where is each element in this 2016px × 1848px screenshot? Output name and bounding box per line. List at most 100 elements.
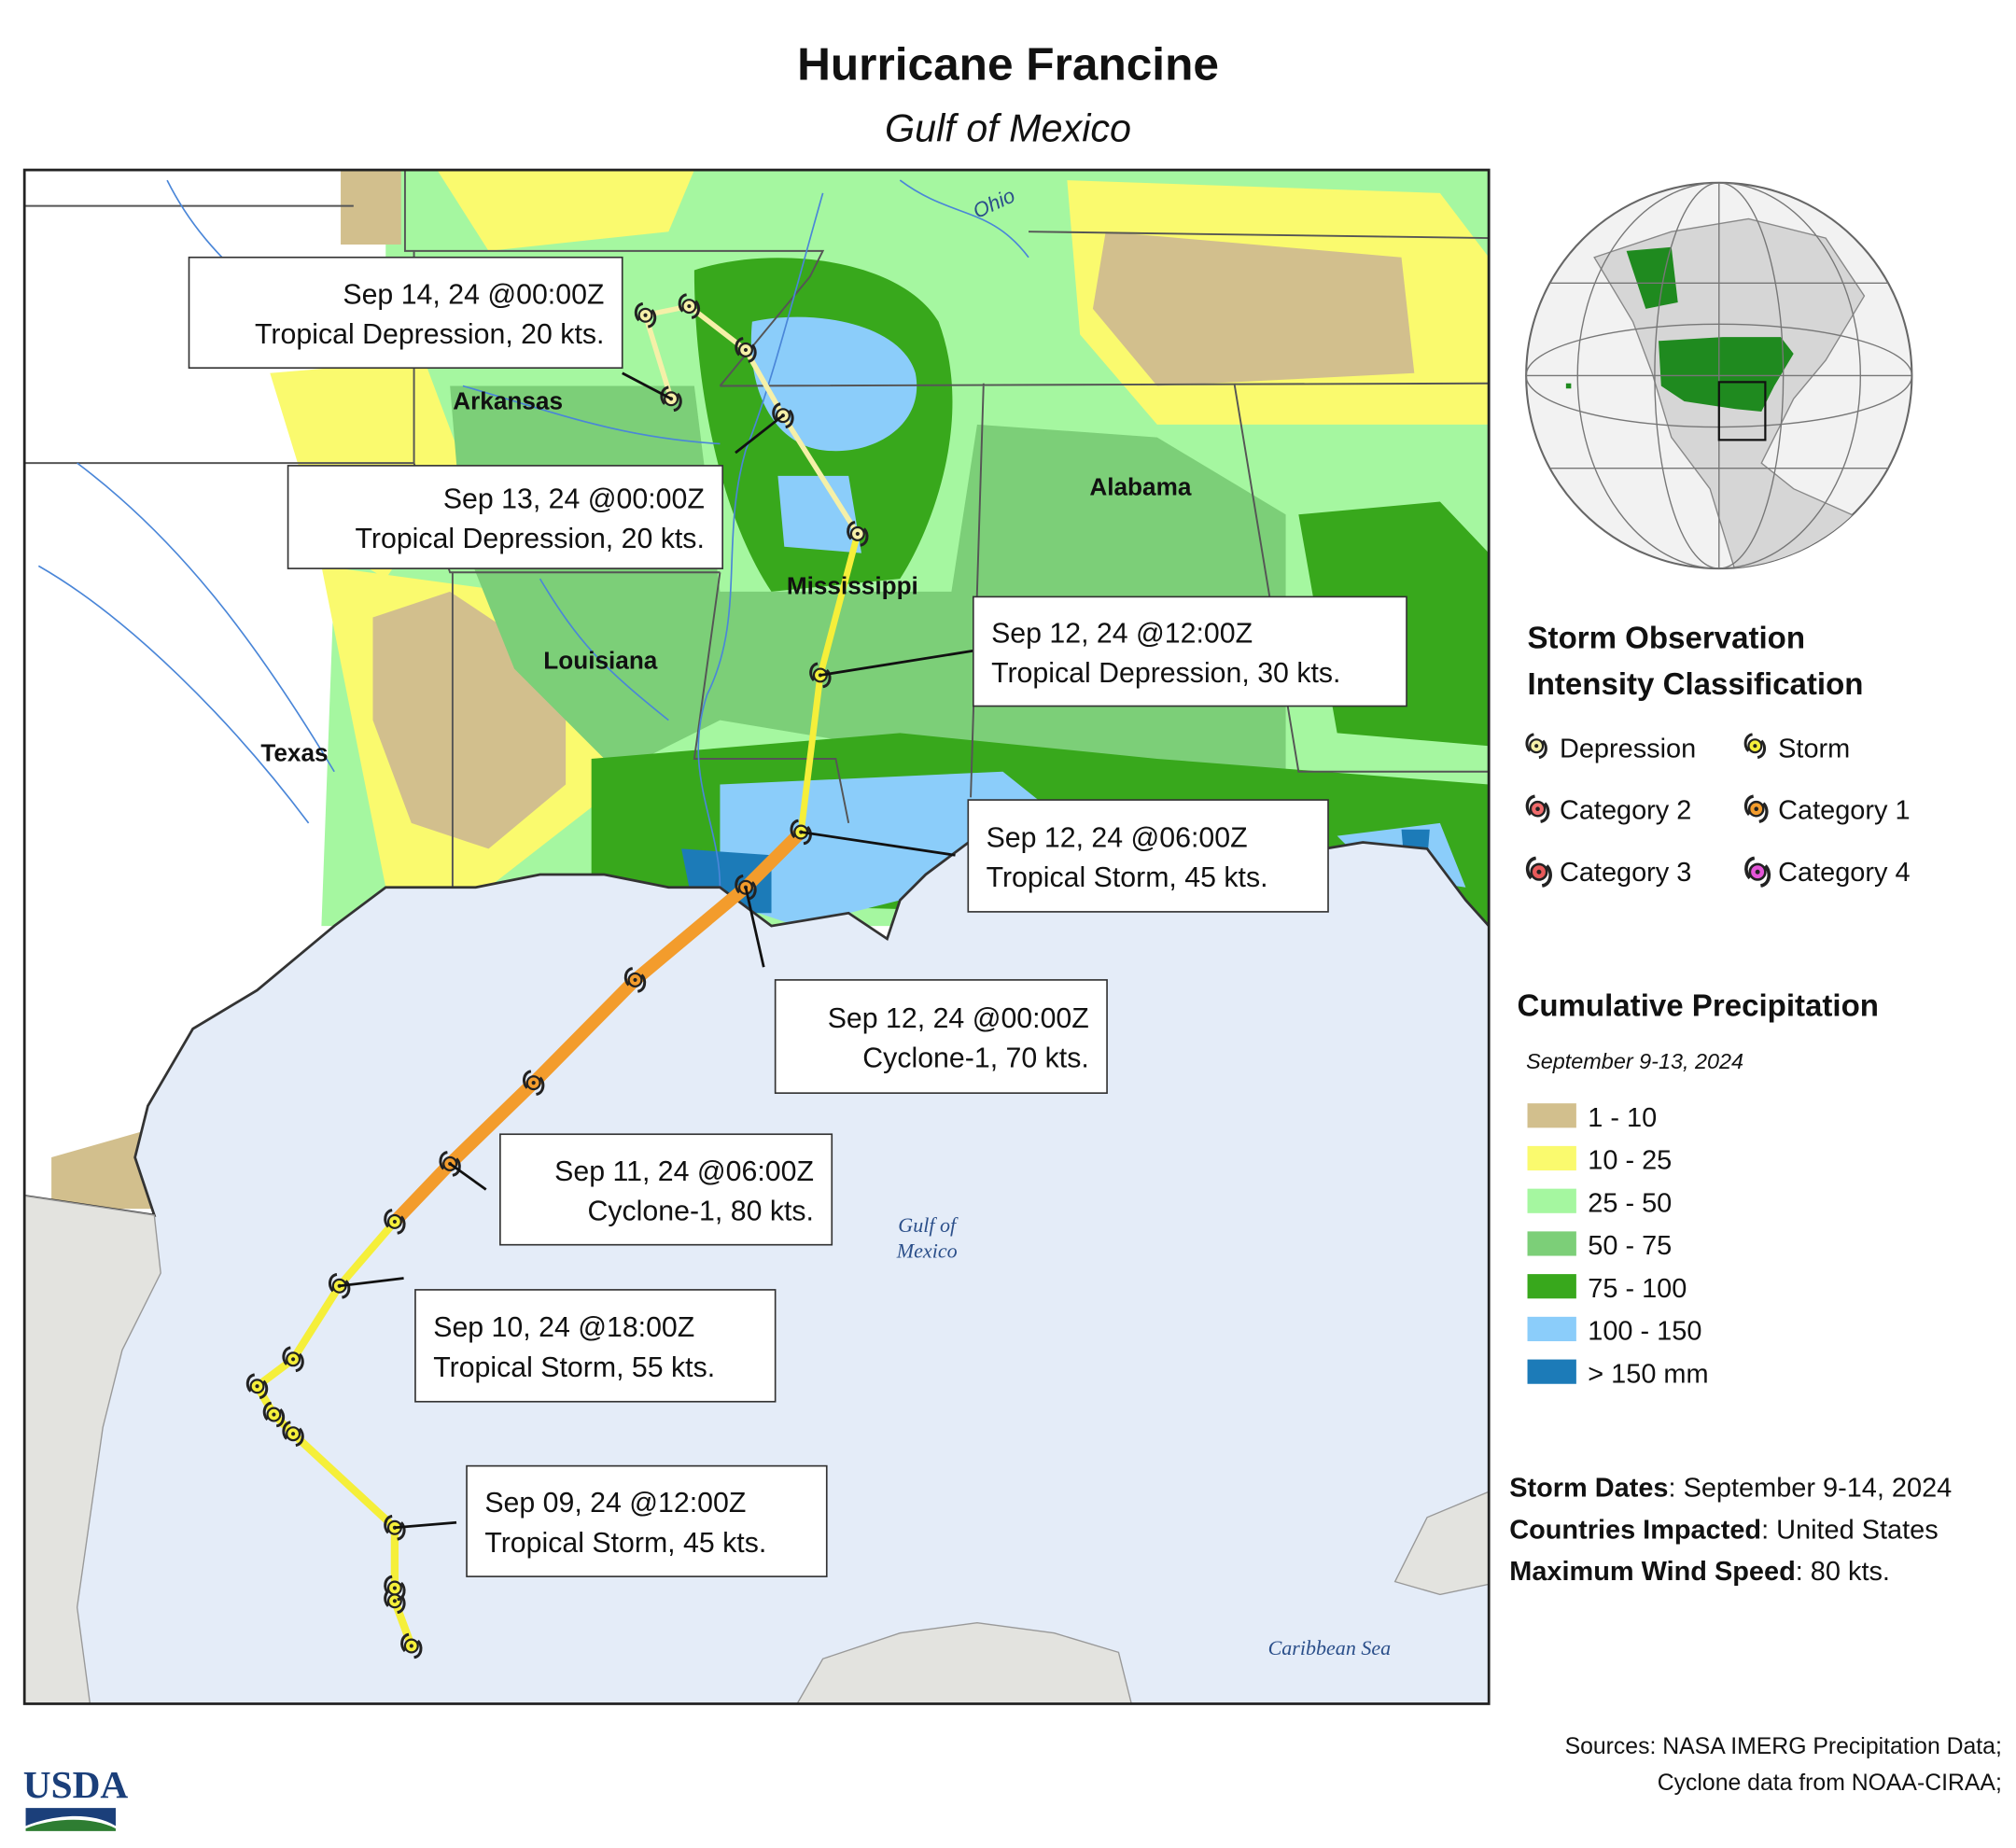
legend-label: Category 4 — [1778, 858, 1910, 888]
info-value: : 80 kts. — [1796, 1557, 1890, 1587]
info-key: Storm Dates — [1509, 1474, 1668, 1504]
annotation-date: Sep 12, 24 @06:00Z — [987, 822, 1248, 853]
cuba — [1393, 1491, 1490, 1596]
logo-text: USDA — [23, 1763, 129, 1806]
annotation-box — [188, 256, 623, 370]
legend-swatch — [1527, 1316, 1576, 1342]
annotation-status: Cyclone-1, 70 kts. — [862, 1043, 1088, 1074]
info-value: : United States — [1761, 1515, 1939, 1545]
leader-line — [735, 414, 784, 455]
legend-label: 10 - 25 — [1588, 1146, 1672, 1176]
state-borders — [24, 170, 1490, 888]
annotation-box — [287, 465, 724, 569]
leader-line — [622, 371, 672, 400]
yucatan — [796, 1622, 1132, 1704]
annotation-box — [499, 1133, 833, 1246]
state-label: Mississippi — [787, 572, 918, 600]
annotation-date: Sep 12, 24 @12:00Z — [991, 618, 1253, 649]
annotations: Sep 14, 24 @00:00Z Tropical Depression, 2… — [188, 256, 1407, 1577]
sea-label: Mexico — [896, 1239, 958, 1262]
legend-swatch — [1527, 1231, 1576, 1256]
map-frame — [22, 168, 1491, 1705]
info-value: : September 9-14, 2024 — [1669, 1474, 1953, 1504]
precip-1-10 — [51, 170, 1415, 1210]
legend-icon — [1525, 794, 1550, 823]
sea-label: Gulf of — [898, 1213, 959, 1237]
legend-label: 75 - 100 — [1588, 1274, 1687, 1304]
leader-line — [394, 1520, 457, 1530]
legend-label: Storm — [1778, 735, 1850, 764]
leader-line — [744, 887, 765, 968]
legend-swatch — [1527, 1145, 1576, 1171]
annotation-date: Sep 10, 24 @18:00Z — [433, 1312, 694, 1343]
annotation-date: Sep 14, 24 @00:00Z — [343, 279, 604, 310]
annotation-status: Tropical Depression, 30 kts. — [991, 658, 1340, 689]
usda-logo: USDA — [23, 1763, 129, 1831]
annotation-box — [774, 979, 1108, 1094]
legend-label: 50 - 75 — [1588, 1231, 1672, 1261]
state-label: Alabama — [1089, 473, 1191, 501]
legend-icon — [1525, 733, 1547, 759]
legend-label: > 150 mm — [1588, 1359, 1708, 1389]
legend-swatch — [1527, 1188, 1576, 1213]
legend-title: Storm Observation — [1528, 622, 1806, 656]
sources: Cyclone data from NOAA-CIRAA; — [1658, 1771, 2002, 1796]
legend-title: Cumulative Precipitation — [1518, 988, 1879, 1023]
annotation-box — [967, 799, 1329, 913]
legend-icon — [1525, 856, 1552, 888]
annotation-box — [972, 595, 1407, 707]
title: Hurricane Francine — [797, 38, 1219, 91]
storm-info: Storm Dates: September 9-14, 2024 Countri… — [1509, 1474, 1952, 1588]
legend-label: Category 1 — [1778, 796, 1910, 826]
legend-label: Depression — [1560, 735, 1696, 764]
leader-line — [449, 1162, 487, 1191]
annotation-status: Tropical Storm, 45 kts. — [987, 862, 1268, 893]
leader-line — [819, 649, 974, 677]
state-label: Arkansas — [453, 386, 563, 414]
legend-label: Category 3 — [1560, 858, 1691, 888]
annotation-date: Sep 11, 24 @06:00Z — [554, 1156, 814, 1187]
info-line: Countries Impacted: United States — [1509, 1515, 1938, 1545]
sea-label: Caribbean Sea — [1268, 1636, 1392, 1659]
legend-label: Category 2 — [1560, 796, 1691, 826]
locator-globe — [1525, 181, 1913, 570]
annotation-date: Sep 09, 24 @12:00Z — [484, 1488, 746, 1519]
precip-over-150 — [681, 829, 1430, 914]
annotation-status: Tropical Depression, 20 kts. — [255, 319, 604, 350]
precip-legend: Cumulative Precipitation September 9-13,… — [1518, 988, 1879, 1389]
state-label: Texas — [260, 739, 328, 767]
mexico — [24, 1195, 161, 1704]
annotation-date: Sep 13, 24 @00:00Z — [443, 483, 705, 514]
legend-swatch — [1527, 1274, 1576, 1299]
legend-icon — [1743, 794, 1769, 823]
track-segment — [388, 825, 808, 1228]
info-key: Maximum Wind Speed — [1509, 1557, 1796, 1587]
annotation-status: Tropical Depression, 20 kts. — [356, 524, 705, 554]
subtitle: Gulf of Mexico — [885, 107, 1131, 150]
state-label: Louisiana — [543, 647, 658, 675]
annotation-status: Tropical Storm, 55 kts. — [433, 1352, 715, 1383]
legend-title: Intensity Classification — [1528, 667, 1864, 702]
legend-icon — [1743, 733, 1767, 759]
leader-line — [801, 831, 956, 857]
info-line: Maximum Wind Speed: 80 kts. — [1509, 1557, 1890, 1587]
leader-line — [339, 1277, 404, 1288]
annotation-status: Tropical Storm, 45 kts. — [484, 1528, 766, 1559]
intensity-legend: Storm Observation Intensity Classificati… — [1525, 622, 1911, 888]
legend-label: 25 - 50 — [1588, 1188, 1672, 1218]
legend-swatch — [1527, 1359, 1576, 1384]
annotation-status: Cyclone-1, 80 kts. — [588, 1197, 814, 1227]
coastline — [24, 170, 1490, 1217]
legend-label: 100 - 150 — [1588, 1317, 1701, 1347]
legend-subtitle: September 9-13, 2024 — [1526, 1049, 1743, 1073]
legend-icon — [1744, 856, 1771, 888]
legend-label: 1 - 10 — [1588, 1103, 1657, 1133]
annotation-box — [414, 1289, 777, 1403]
info-line: Storm Dates: September 9-14, 2024 — [1509, 1474, 1952, 1504]
track-segment — [642, 303, 861, 537]
legend-swatch — [1527, 1103, 1576, 1128]
info-key: Countries Impacted — [1509, 1515, 1761, 1545]
